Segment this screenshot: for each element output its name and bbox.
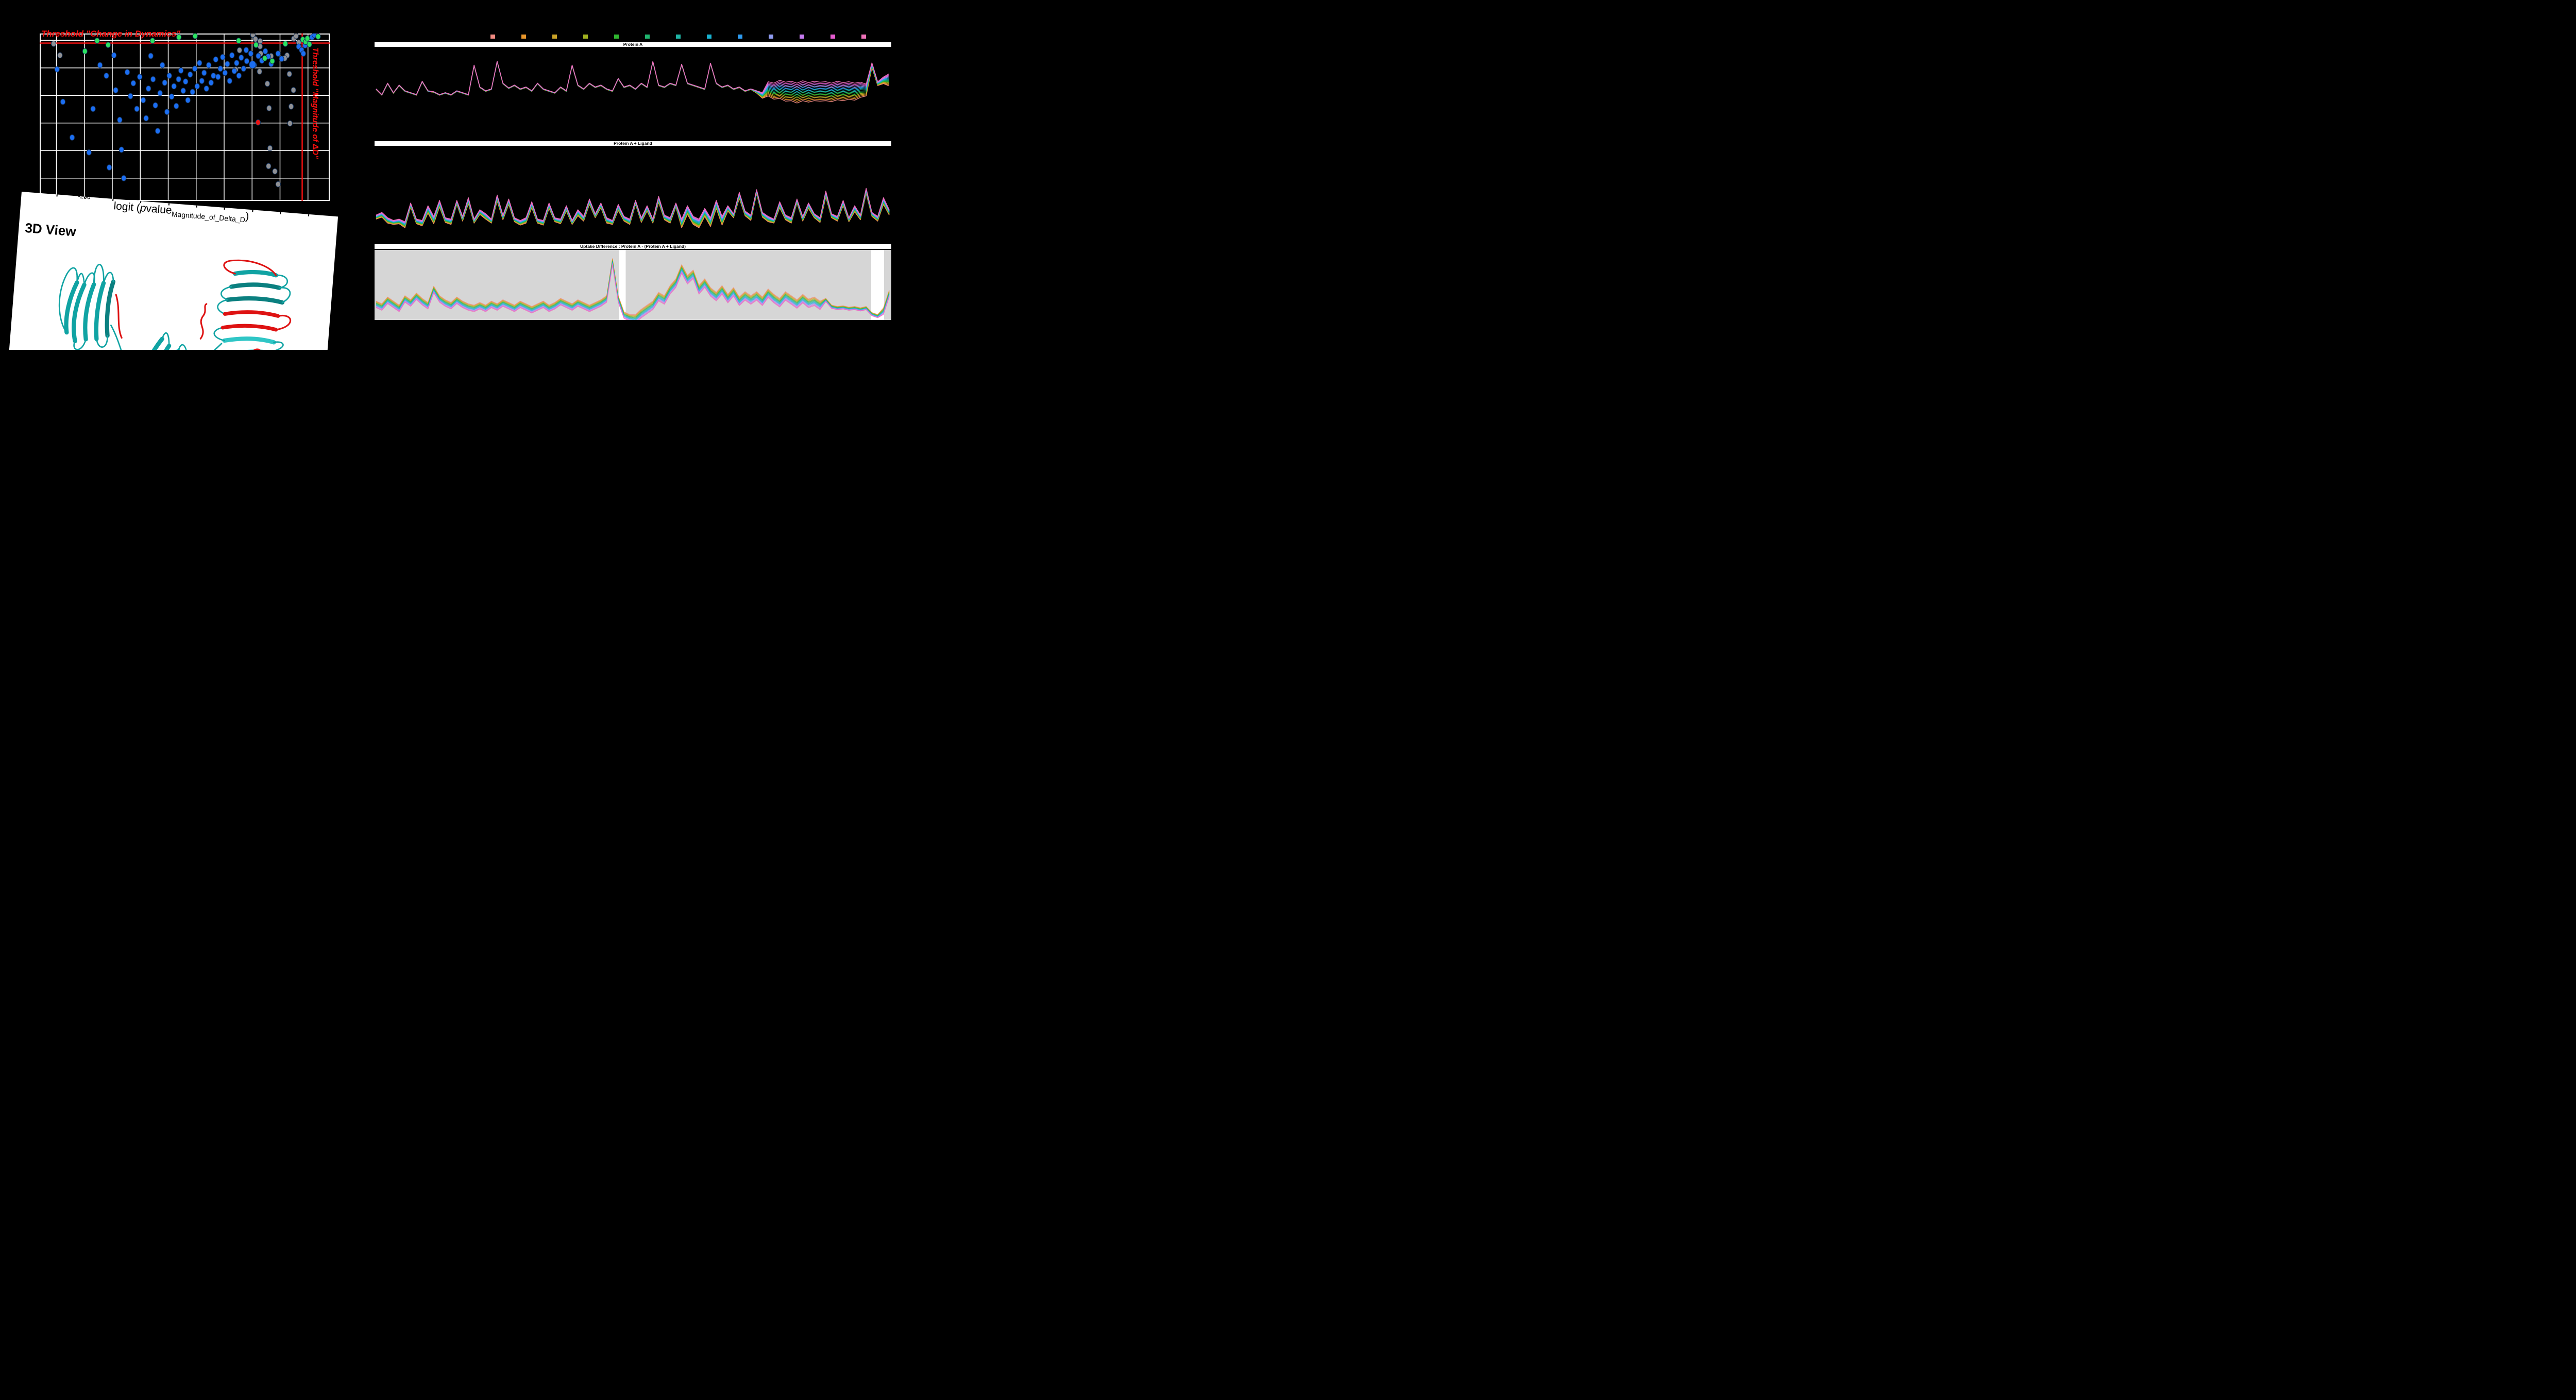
threshold-magnitude-label: Threshold "Magnitude of ΔD" — [311, 47, 319, 159]
panel-title-uptake-difference: Uptake Difference : Protein A - (Protein… — [375, 244, 891, 249]
x-axis-tickmark — [308, 214, 309, 216]
legend-swatch-9[interactable] — [738, 35, 742, 39]
legend-swatch-10[interactable] — [769, 35, 773, 39]
threshold-dynamics-label: Threshold "Change in Dynamics" — [41, 29, 181, 39]
legend-swatch-1[interactable] — [490, 35, 495, 39]
legend-swatch-12[interactable] — [831, 35, 835, 39]
panel-title-protein-a: Protein A — [375, 42, 891, 47]
legend-swatch-11[interactable] — [800, 35, 804, 39]
volcano-plot[interactable] — [40, 33, 330, 201]
view3d-card: -200 -100 logit (pvalueMagnitude_of_Delt… — [4, 192, 338, 350]
legend-swatch-6[interactable] — [645, 35, 650, 39]
legend-swatch-8[interactable] — [707, 35, 711, 39]
x-axis-tickmark — [280, 212, 281, 214]
uptake-chart-protein-a[interactable] — [375, 49, 891, 136]
legend-swatch-7[interactable] — [676, 35, 681, 39]
x-axis-tickmark — [56, 194, 58, 197]
x-axis-title: logit (pvalueMagnitude_of_Delta_D) — [113, 200, 250, 224]
legend-swatch-4[interactable] — [583, 35, 588, 39]
legend-swatch-3[interactable] — [552, 35, 557, 39]
uptake-chart-protein-a-ligand[interactable] — [375, 147, 891, 240]
app-canvas: Threshold "Change in Dynamics" Threshold… — [0, 0, 913, 350]
protein-3d-structure[interactable] — [20, 239, 329, 350]
legend-swatch-13[interactable] — [861, 35, 866, 39]
legend-swatch-5[interactable] — [614, 35, 619, 39]
view3d-heading: 3D View — [24, 220, 77, 240]
uptake-difference-chart[interactable] — [375, 249, 891, 320]
panel-title-protein-a-ligand: Protein A + Ligand — [375, 141, 891, 146]
legend-swatch-2[interactable] — [521, 35, 526, 39]
timepoint-legend[interactable] — [490, 35, 892, 39]
